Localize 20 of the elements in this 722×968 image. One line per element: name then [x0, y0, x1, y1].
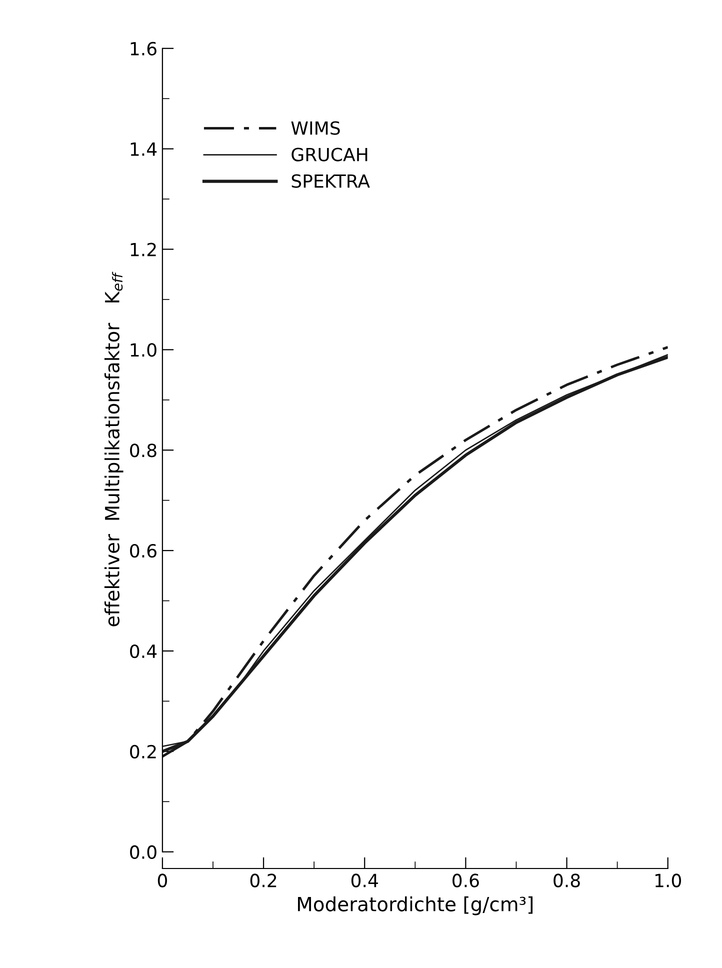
- y-axis-title: effektiver Multiplikationsfaktor K$_{eff}$: [104, 272, 124, 626]
- x-tick-label: 0.6: [452, 874, 479, 888]
- y-tick-label: 1.2: [130, 242, 156, 256]
- y-tick-label: 1.6: [130, 42, 156, 56]
- y-tick-label: 0.6: [130, 544, 156, 558]
- x-axis-title: Moderatordichte [g/cm³]: [298, 896, 533, 916]
- x-tick-label: 0.4: [351, 874, 378, 888]
- legend-label: WIMS: [291, 121, 340, 135]
- x-tick-label: 0: [158, 874, 167, 888]
- y-tick-label: 0.0: [130, 845, 156, 859]
- x-tick-label: 1.0: [655, 874, 682, 888]
- y-tick-label: 1.0: [130, 343, 156, 357]
- x-tick-label: 0.2: [250, 874, 276, 888]
- legend-label: SPEKTRA: [292, 174, 370, 188]
- legend-label: GRUCAH: [292, 148, 368, 162]
- y-tick-label: 1.4: [130, 142, 157, 156]
- y-tick-label: 0.2: [130, 744, 156, 759]
- y-tick-label: 0.4: [130, 644, 157, 658]
- x-tick-label: 0.8: [554, 874, 580, 888]
- y-tick-label: 0.8: [130, 444, 156, 458]
